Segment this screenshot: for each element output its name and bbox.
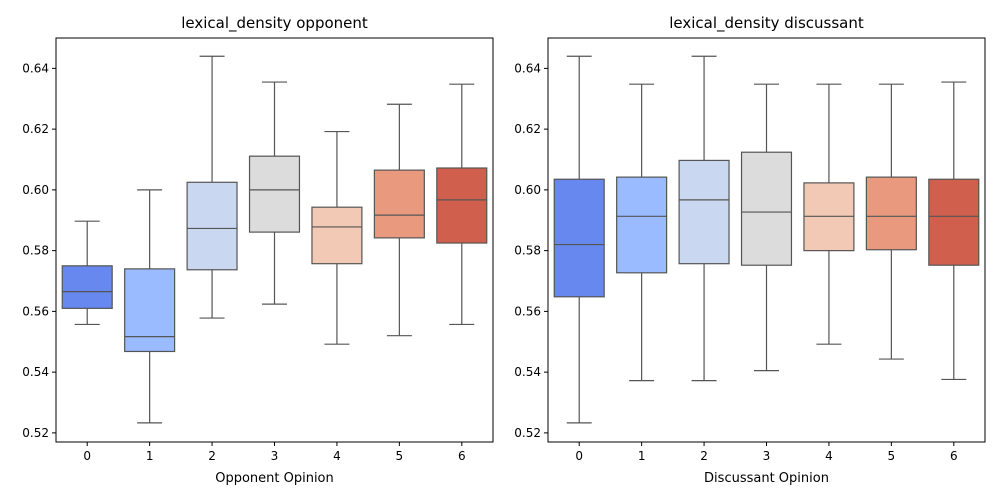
opponent-panel: lexical_density opponent Opponent Opinio…: [22, 14, 494, 486]
iqr-box: [124, 268, 176, 353]
y-tick-label: 0.54: [22, 365, 49, 379]
box-4: [803, 83, 855, 345]
iqr-box: [928, 178, 980, 266]
y-tick-label: 0.56: [514, 304, 541, 318]
x-tick-label: 5: [396, 449, 404, 463]
x-tick-label: 3: [271, 449, 279, 463]
box-3: [740, 83, 793, 372]
boxes: [61, 55, 488, 424]
y-tick-label: 0.52: [22, 426, 49, 440]
y-tick-label: 0.62: [22, 122, 49, 136]
box-5: [373, 103, 425, 337]
x-axis: 0 1 2 3 4 5 6: [575, 442, 958, 463]
iqr-box: [186, 181, 238, 271]
y-axis: 0.52 0.54 0.56 0.58 0.60 0.62 0.64: [22, 61, 56, 440]
y-axis: 0.52 0.54 0.56 0.58 0.60 0.62 0.64: [514, 61, 548, 440]
x-axis: 0 1 2 3 4 5 6: [83, 442, 466, 463]
box-2: [678, 55, 730, 382]
iqr-box: [678, 159, 730, 265]
iqr-box: [248, 155, 301, 233]
y-tick-label: 0.52: [514, 426, 541, 440]
x-tick-label: 4: [333, 449, 341, 463]
x-tick-label: 0: [575, 449, 583, 463]
plot-frame: [55, 37, 494, 443]
x-tick-label: 2: [700, 449, 708, 463]
box-2: [186, 55, 238, 319]
iqr-box: [436, 167, 488, 244]
x-tick-label: 0: [83, 449, 91, 463]
iqr-box: [740, 151, 793, 266]
box-3: [248, 81, 301, 305]
y-tick-label: 0.64: [22, 61, 49, 75]
x-tick-label: 2: [208, 449, 216, 463]
y-tick-label: 0.60: [514, 183, 541, 197]
x-tick-label: 5: [888, 449, 896, 463]
y-tick-label: 0.62: [514, 122, 541, 136]
x-tick-label: 1: [638, 449, 646, 463]
x-axis-label: Discussant Opinion: [704, 471, 829, 486]
box-1: [616, 83, 668, 382]
box-6: [436, 83, 488, 326]
x-tick-label: 1: [146, 449, 154, 463]
box-1: [124, 189, 176, 424]
y-tick-label: 0.58: [22, 244, 49, 258]
y-tick-label: 0.64: [514, 61, 541, 75]
iqr-box: [311, 206, 363, 265]
y-tick-label: 0.60: [22, 183, 49, 197]
y-tick-label: 0.58: [514, 244, 541, 258]
iqr-box: [553, 178, 605, 298]
box-0: [61, 220, 113, 326]
iqr-box: [865, 176, 917, 251]
iqr-box: [373, 169, 425, 239]
chart-title: lexical_density opponent: [181, 14, 368, 33]
box-5: [865, 83, 917, 360]
plot-frame: [547, 37, 986, 443]
x-tick-label: 3: [763, 449, 771, 463]
boxes: [553, 55, 980, 424]
x-tick-label: 6: [950, 449, 958, 463]
chart-title: lexical_density discussant: [669, 14, 864, 33]
iqr-box: [616, 176, 668, 274]
x-axis-label: Opponent Opinion: [215, 471, 334, 486]
y-tick-label: 0.54: [514, 365, 541, 379]
box-0: [553, 55, 605, 424]
x-tick-label: 4: [825, 449, 833, 463]
discussant-panel: lexical_density discussant Discussant Op…: [514, 14, 986, 486]
box-4: [311, 130, 363, 345]
box-6: [928, 81, 980, 381]
y-tick-label: 0.56: [22, 304, 49, 318]
x-tick-label: 6: [458, 449, 466, 463]
iqr-box: [61, 265, 113, 309]
